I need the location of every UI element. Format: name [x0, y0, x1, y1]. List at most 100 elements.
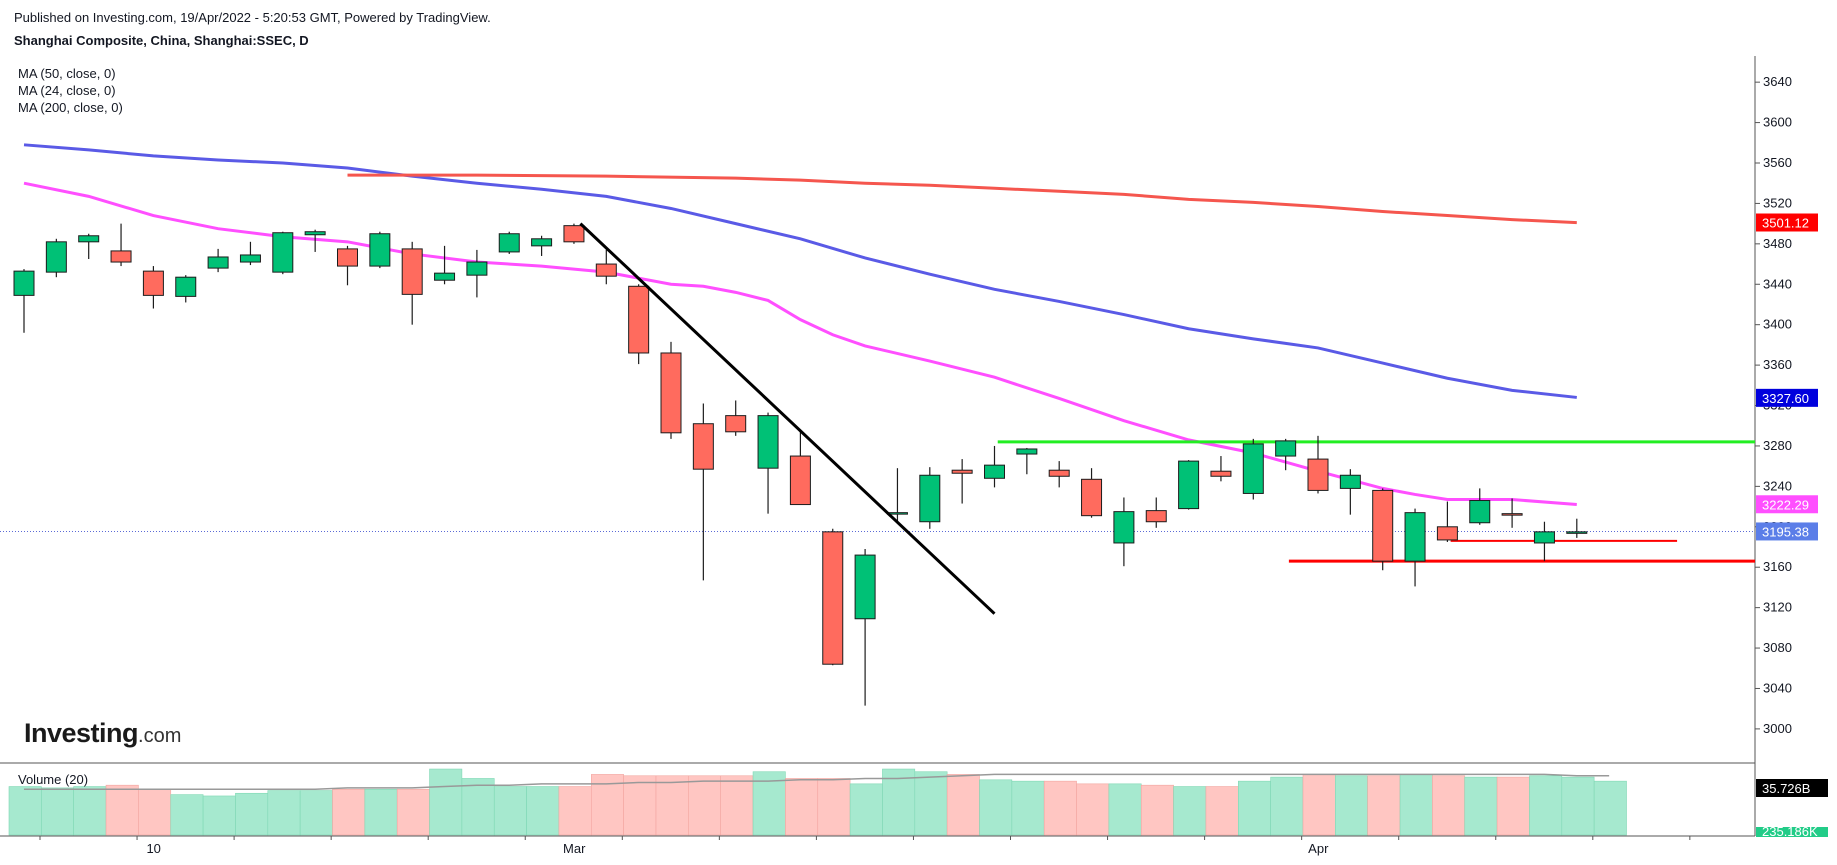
volume-bar [1076, 783, 1110, 836]
price-badges: 3501.12 3327.60 3222.29 3195.38 35.726B 235.1… [1756, 213, 1828, 839]
candle [725, 400, 747, 436]
candle-body [175, 276, 197, 297]
candle-body [434, 272, 456, 281]
volume-bar [849, 783, 883, 836]
candle-body [110, 250, 132, 263]
y-tick-label: 3080 [1763, 640, 1792, 655]
candle [239, 241, 261, 266]
candle [1533, 521, 1555, 562]
grid [0, 56, 1756, 837]
volume-bar [979, 779, 1013, 836]
volume-bar [461, 778, 495, 836]
candle [660, 341, 682, 439]
candle [1048, 461, 1070, 488]
volume-bar [1529, 775, 1563, 836]
candles [13, 223, 1588, 706]
candle-body [725, 415, 747, 433]
candle-body [369, 233, 391, 267]
price-badge-label: 3327.60 [1762, 391, 1809, 406]
legend-ma200[interactable]: MA (200, close, 0) [18, 100, 123, 115]
candle [1436, 501, 1458, 542]
candle-body [1566, 531, 1588, 534]
candle-body [563, 225, 585, 243]
legend-volume[interactable]: Volume (20) [18, 772, 89, 787]
candle-body [142, 270, 164, 296]
candle [1178, 460, 1200, 510]
candle-body [13, 270, 35, 296]
candle-body [1339, 474, 1361, 489]
volume-bar [1238, 780, 1271, 836]
volume-bar [785, 778, 819, 836]
price-badge-label: 3222.29 [1762, 497, 1809, 512]
candle [175, 275, 197, 303]
candle-body [1404, 512, 1426, 562]
candle-body [1307, 458, 1329, 491]
y-tick-label: 3400 [1763, 317, 1792, 332]
logo-main: Investing [24, 718, 139, 748]
x-tick-label: Mar [563, 841, 586, 856]
volume-bar [1205, 786, 1239, 836]
logo-suffix: .com [138, 725, 182, 747]
candle [110, 223, 132, 267]
volume-bar [882, 768, 916, 836]
y-tick-label: 3120 [1763, 600, 1792, 615]
y-tick-label: 3520 [1763, 195, 1792, 210]
candle-body [466, 261, 488, 276]
candle [1404, 508, 1426, 587]
published-info: Published on Investing.com, 19/Apr/2022 … [14, 10, 491, 25]
candle [207, 248, 229, 273]
candle [757, 412, 779, 514]
candle-body [1501, 513, 1523, 516]
candle-body [207, 256, 229, 269]
candle-body [854, 554, 876, 620]
volume-bar [1173, 786, 1207, 836]
candle-body [337, 248, 358, 267]
candle-body [1145, 510, 1167, 523]
y-tick-label: 3640 [1763, 74, 1792, 89]
candle [628, 284, 650, 365]
moving-averages [23, 143, 1577, 507]
candle [1501, 498, 1523, 528]
candle [789, 430, 811, 506]
volume-bar [267, 790, 301, 836]
candle [434, 245, 456, 285]
candle [466, 249, 488, 298]
candle [692, 403, 714, 581]
volume-bar [429, 768, 463, 836]
legend-ma50[interactable]: MA (50, close, 0) [18, 66, 116, 81]
volume-bar [1270, 776, 1304, 836]
volume-bar [364, 788, 398, 836]
x-tick-label: Apr [1308, 841, 1329, 856]
volume-bar [299, 790, 333, 836]
candle [498, 231, 520, 254]
candle [142, 266, 164, 309]
volume-ma-line [24, 773, 1610, 790]
volume-bar [138, 788, 172, 836]
candle [1242, 438, 1264, 500]
candle [531, 235, 553, 256]
volume-bar [1561, 776, 1595, 836]
candle [337, 245, 358, 286]
trendline-group [579, 222, 996, 615]
candle-body [1081, 478, 1103, 517]
volume-badge [1756, 779, 1828, 797]
volume-bar [332, 788, 366, 836]
legend-ma24[interactable]: MA (24, close, 0) [18, 83, 116, 98]
candle-body [1275, 440, 1297, 457]
candle-body [1210, 470, 1232, 477]
volume-bar [1367, 775, 1401, 836]
volume-bar [1043, 780, 1077, 836]
candle [369, 231, 391, 269]
candle [1372, 488, 1394, 571]
y-tick-label: 3000 [1763, 721, 1792, 736]
candle [822, 528, 844, 666]
volume-bar [202, 795, 236, 836]
candle-body [1178, 460, 1200, 510]
candle-body [1372, 489, 1394, 562]
candle-body [789, 455, 811, 506]
axes: 3000304030803120316032003240328033203360… [39, 74, 1792, 856]
candle [78, 233, 100, 259]
candle-body [660, 352, 682, 434]
candle [984, 445, 1005, 488]
